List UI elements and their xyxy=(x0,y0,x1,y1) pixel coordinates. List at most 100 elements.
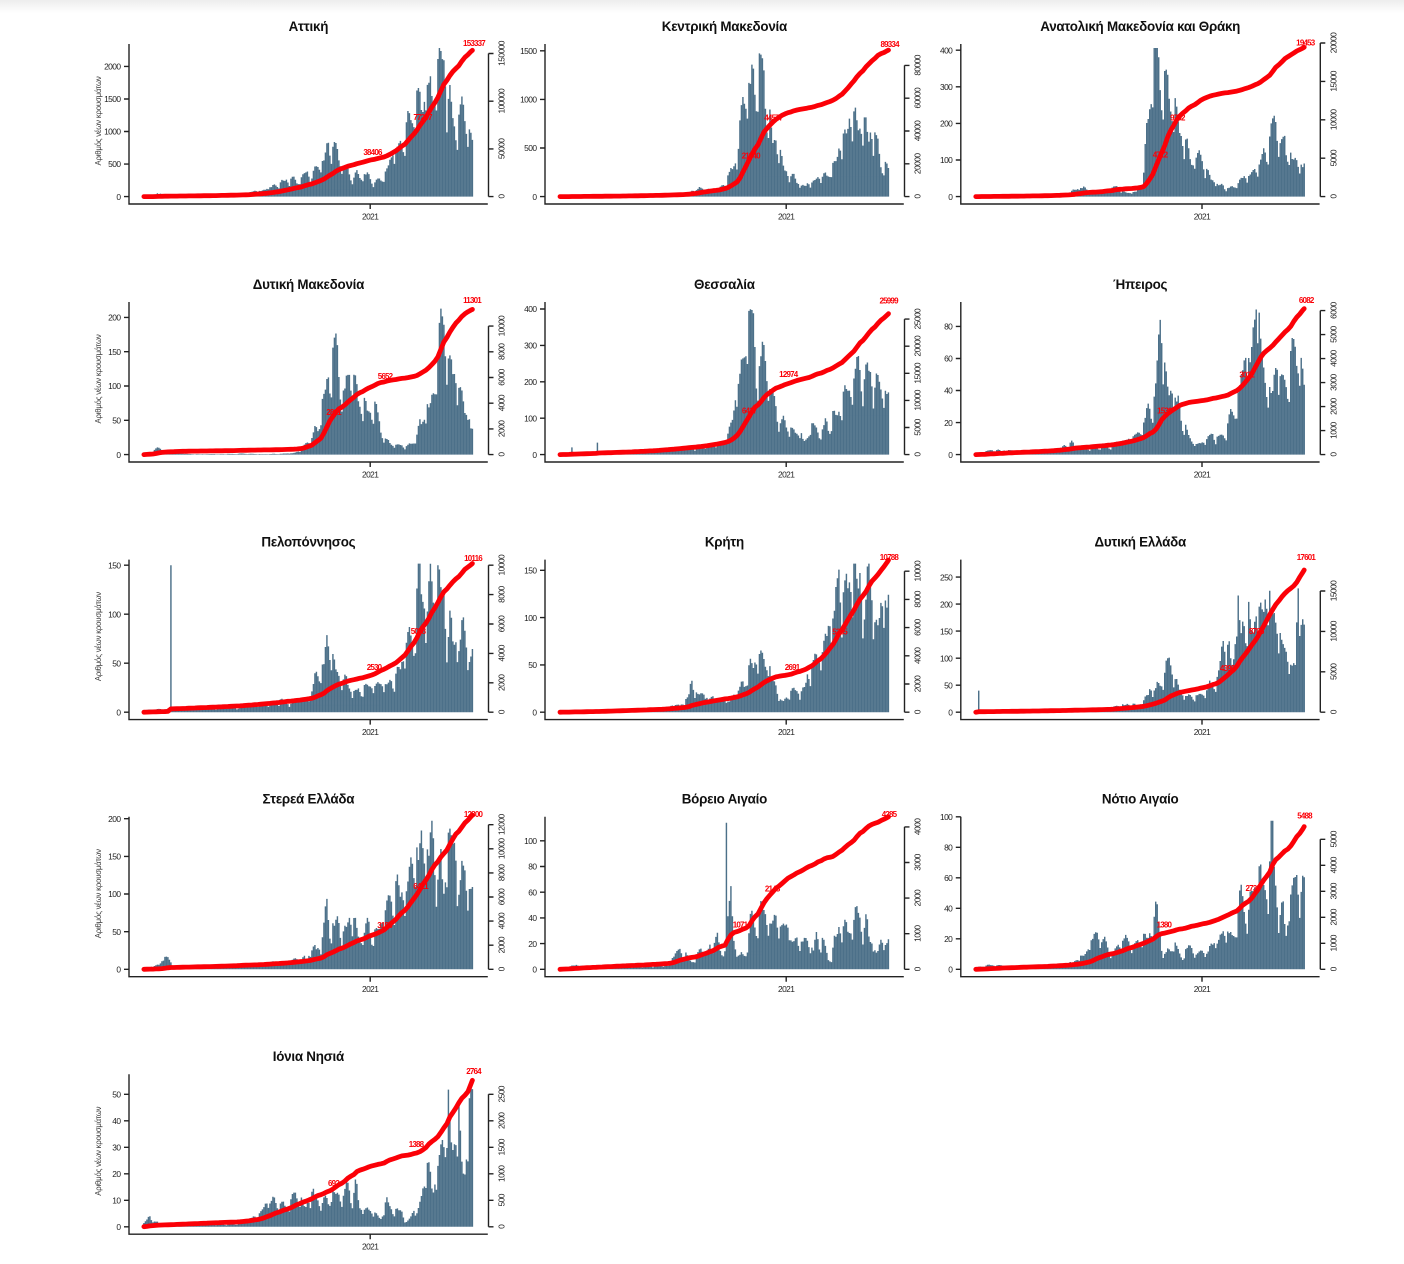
svg-text:2021: 2021 xyxy=(362,212,379,222)
svg-text:1000: 1000 xyxy=(1329,421,1339,438)
svg-text:25999: 25999 xyxy=(879,296,899,305)
svg-text:2764: 2764 xyxy=(466,1067,482,1076)
svg-text:4390: 4390 xyxy=(1220,664,1236,673)
svg-text:40: 40 xyxy=(944,904,953,914)
svg-text:Πελοπόννησος: Πελοπόννησος xyxy=(261,535,355,550)
svg-text:Θεσσαλία: Θεσσαλία xyxy=(694,277,756,292)
svg-text:5000: 5000 xyxy=(1329,325,1339,342)
svg-text:6000: 6000 xyxy=(1329,301,1339,318)
svg-text:100: 100 xyxy=(940,653,953,663)
svg-text:1000: 1000 xyxy=(913,925,923,942)
svg-text:150: 150 xyxy=(108,347,121,357)
svg-text:500: 500 xyxy=(497,1193,507,1206)
svg-text:200: 200 xyxy=(108,313,121,323)
svg-text:100: 100 xyxy=(524,613,537,623)
svg-text:500: 500 xyxy=(108,159,121,169)
svg-text:1500: 1500 xyxy=(104,94,121,104)
svg-text:4000: 4000 xyxy=(497,644,507,661)
svg-text:0: 0 xyxy=(1329,709,1339,714)
svg-text:2000: 2000 xyxy=(1329,397,1339,414)
svg-text:6421: 6421 xyxy=(413,882,429,891)
svg-text:10: 10 xyxy=(112,1196,121,1206)
svg-text:2021: 2021 xyxy=(362,470,379,480)
svg-text:5000: 5000 xyxy=(1329,663,1339,680)
svg-text:50: 50 xyxy=(112,1090,121,1100)
svg-text:150: 150 xyxy=(108,852,121,862)
svg-text:20000: 20000 xyxy=(913,153,923,174)
svg-text:10000: 10000 xyxy=(497,554,507,575)
svg-text:4000: 4000 xyxy=(913,818,923,835)
svg-text:150: 150 xyxy=(108,560,121,570)
svg-text:0: 0 xyxy=(948,707,953,717)
svg-text:150000: 150000 xyxy=(497,40,507,66)
svg-text:50: 50 xyxy=(944,680,953,690)
svg-text:Στερεά Ελλάδα: Στερεά Ελλάδα xyxy=(263,792,356,807)
svg-text:400: 400 xyxy=(940,45,953,55)
svg-text:19453: 19453 xyxy=(1296,39,1316,48)
svg-text:0: 0 xyxy=(497,1224,507,1229)
svg-text:20000: 20000 xyxy=(913,335,923,356)
svg-text:Ήπειρος: Ήπειρος xyxy=(1113,277,1167,292)
svg-text:0: 0 xyxy=(116,192,121,202)
svg-text:Αριθμός νέων κρουσμάτων: Αριθμός νέων κρουσμάτων xyxy=(94,592,103,681)
svg-text:200: 200 xyxy=(108,814,121,824)
svg-text:0: 0 xyxy=(913,452,923,457)
svg-text:100: 100 xyxy=(108,381,121,391)
svg-text:0: 0 xyxy=(948,192,953,202)
svg-text:2021: 2021 xyxy=(1194,727,1211,737)
svg-text:2021: 2021 xyxy=(778,470,795,480)
svg-text:5000: 5000 xyxy=(1329,830,1339,847)
svg-text:1500: 1500 xyxy=(520,46,537,56)
svg-text:2021: 2021 xyxy=(1194,212,1211,222)
svg-text:Αριθμός νέων κρουσμάτων: Αριθμός νέων κρουσμάτων xyxy=(94,849,103,938)
svg-text:1500: 1500 xyxy=(497,1138,507,1155)
svg-text:3021: 3021 xyxy=(1239,370,1255,379)
svg-text:0: 0 xyxy=(948,965,953,975)
svg-text:80: 80 xyxy=(944,843,953,853)
svg-text:60: 60 xyxy=(944,354,953,364)
svg-text:10000: 10000 xyxy=(913,389,923,410)
svg-text:8000: 8000 xyxy=(497,864,507,881)
svg-text:Ανατολική Μακεδονία και Θράκη: Ανατολική Μακεδονία και Θράκη xyxy=(1040,19,1240,34)
svg-text:400: 400 xyxy=(524,304,537,314)
svg-text:5355: 5355 xyxy=(832,627,848,636)
svg-text:50000: 50000 xyxy=(497,138,507,159)
svg-text:2500: 2500 xyxy=(497,1085,507,1102)
svg-text:5058: 5058 xyxy=(411,627,427,636)
svg-text:153337: 153337 xyxy=(463,39,486,48)
svg-text:200: 200 xyxy=(940,599,953,609)
svg-text:0: 0 xyxy=(497,194,507,199)
svg-text:3186: 3186 xyxy=(377,921,393,930)
svg-text:0: 0 xyxy=(913,966,923,971)
svg-text:100: 100 xyxy=(108,889,121,899)
svg-text:12000: 12000 xyxy=(497,814,507,835)
svg-text:Αττική: Αττική xyxy=(289,19,329,34)
svg-text:200: 200 xyxy=(940,119,953,129)
svg-text:40000: 40000 xyxy=(913,120,923,141)
svg-text:692: 692 xyxy=(328,1179,340,1188)
svg-text:4000: 4000 xyxy=(913,647,923,664)
svg-text:2000: 2000 xyxy=(497,420,507,437)
svg-text:17601: 17601 xyxy=(1297,553,1317,562)
svg-text:0: 0 xyxy=(948,450,953,460)
svg-text:0: 0 xyxy=(532,707,537,717)
svg-text:50: 50 xyxy=(112,416,121,426)
svg-text:10116: 10116 xyxy=(464,554,483,563)
svg-text:100000: 100000 xyxy=(497,88,507,114)
svg-text:300: 300 xyxy=(940,82,953,92)
svg-text:100: 100 xyxy=(108,609,121,619)
svg-text:4712: 4712 xyxy=(1153,151,1169,160)
svg-text:3000: 3000 xyxy=(1329,882,1339,899)
svg-text:2000: 2000 xyxy=(913,889,923,906)
svg-text:10788: 10788 xyxy=(880,553,900,562)
svg-text:2021: 2021 xyxy=(778,727,795,737)
svg-text:1388: 1388 xyxy=(409,1140,425,1149)
svg-text:150: 150 xyxy=(940,626,953,636)
svg-text:100: 100 xyxy=(940,155,953,165)
svg-text:500: 500 xyxy=(524,143,537,153)
svg-text:10000: 10000 xyxy=(1329,109,1339,130)
svg-text:10000: 10000 xyxy=(1329,620,1339,641)
svg-text:2021: 2021 xyxy=(778,984,795,994)
svg-text:2021: 2021 xyxy=(362,984,379,994)
svg-text:5000: 5000 xyxy=(913,418,923,435)
